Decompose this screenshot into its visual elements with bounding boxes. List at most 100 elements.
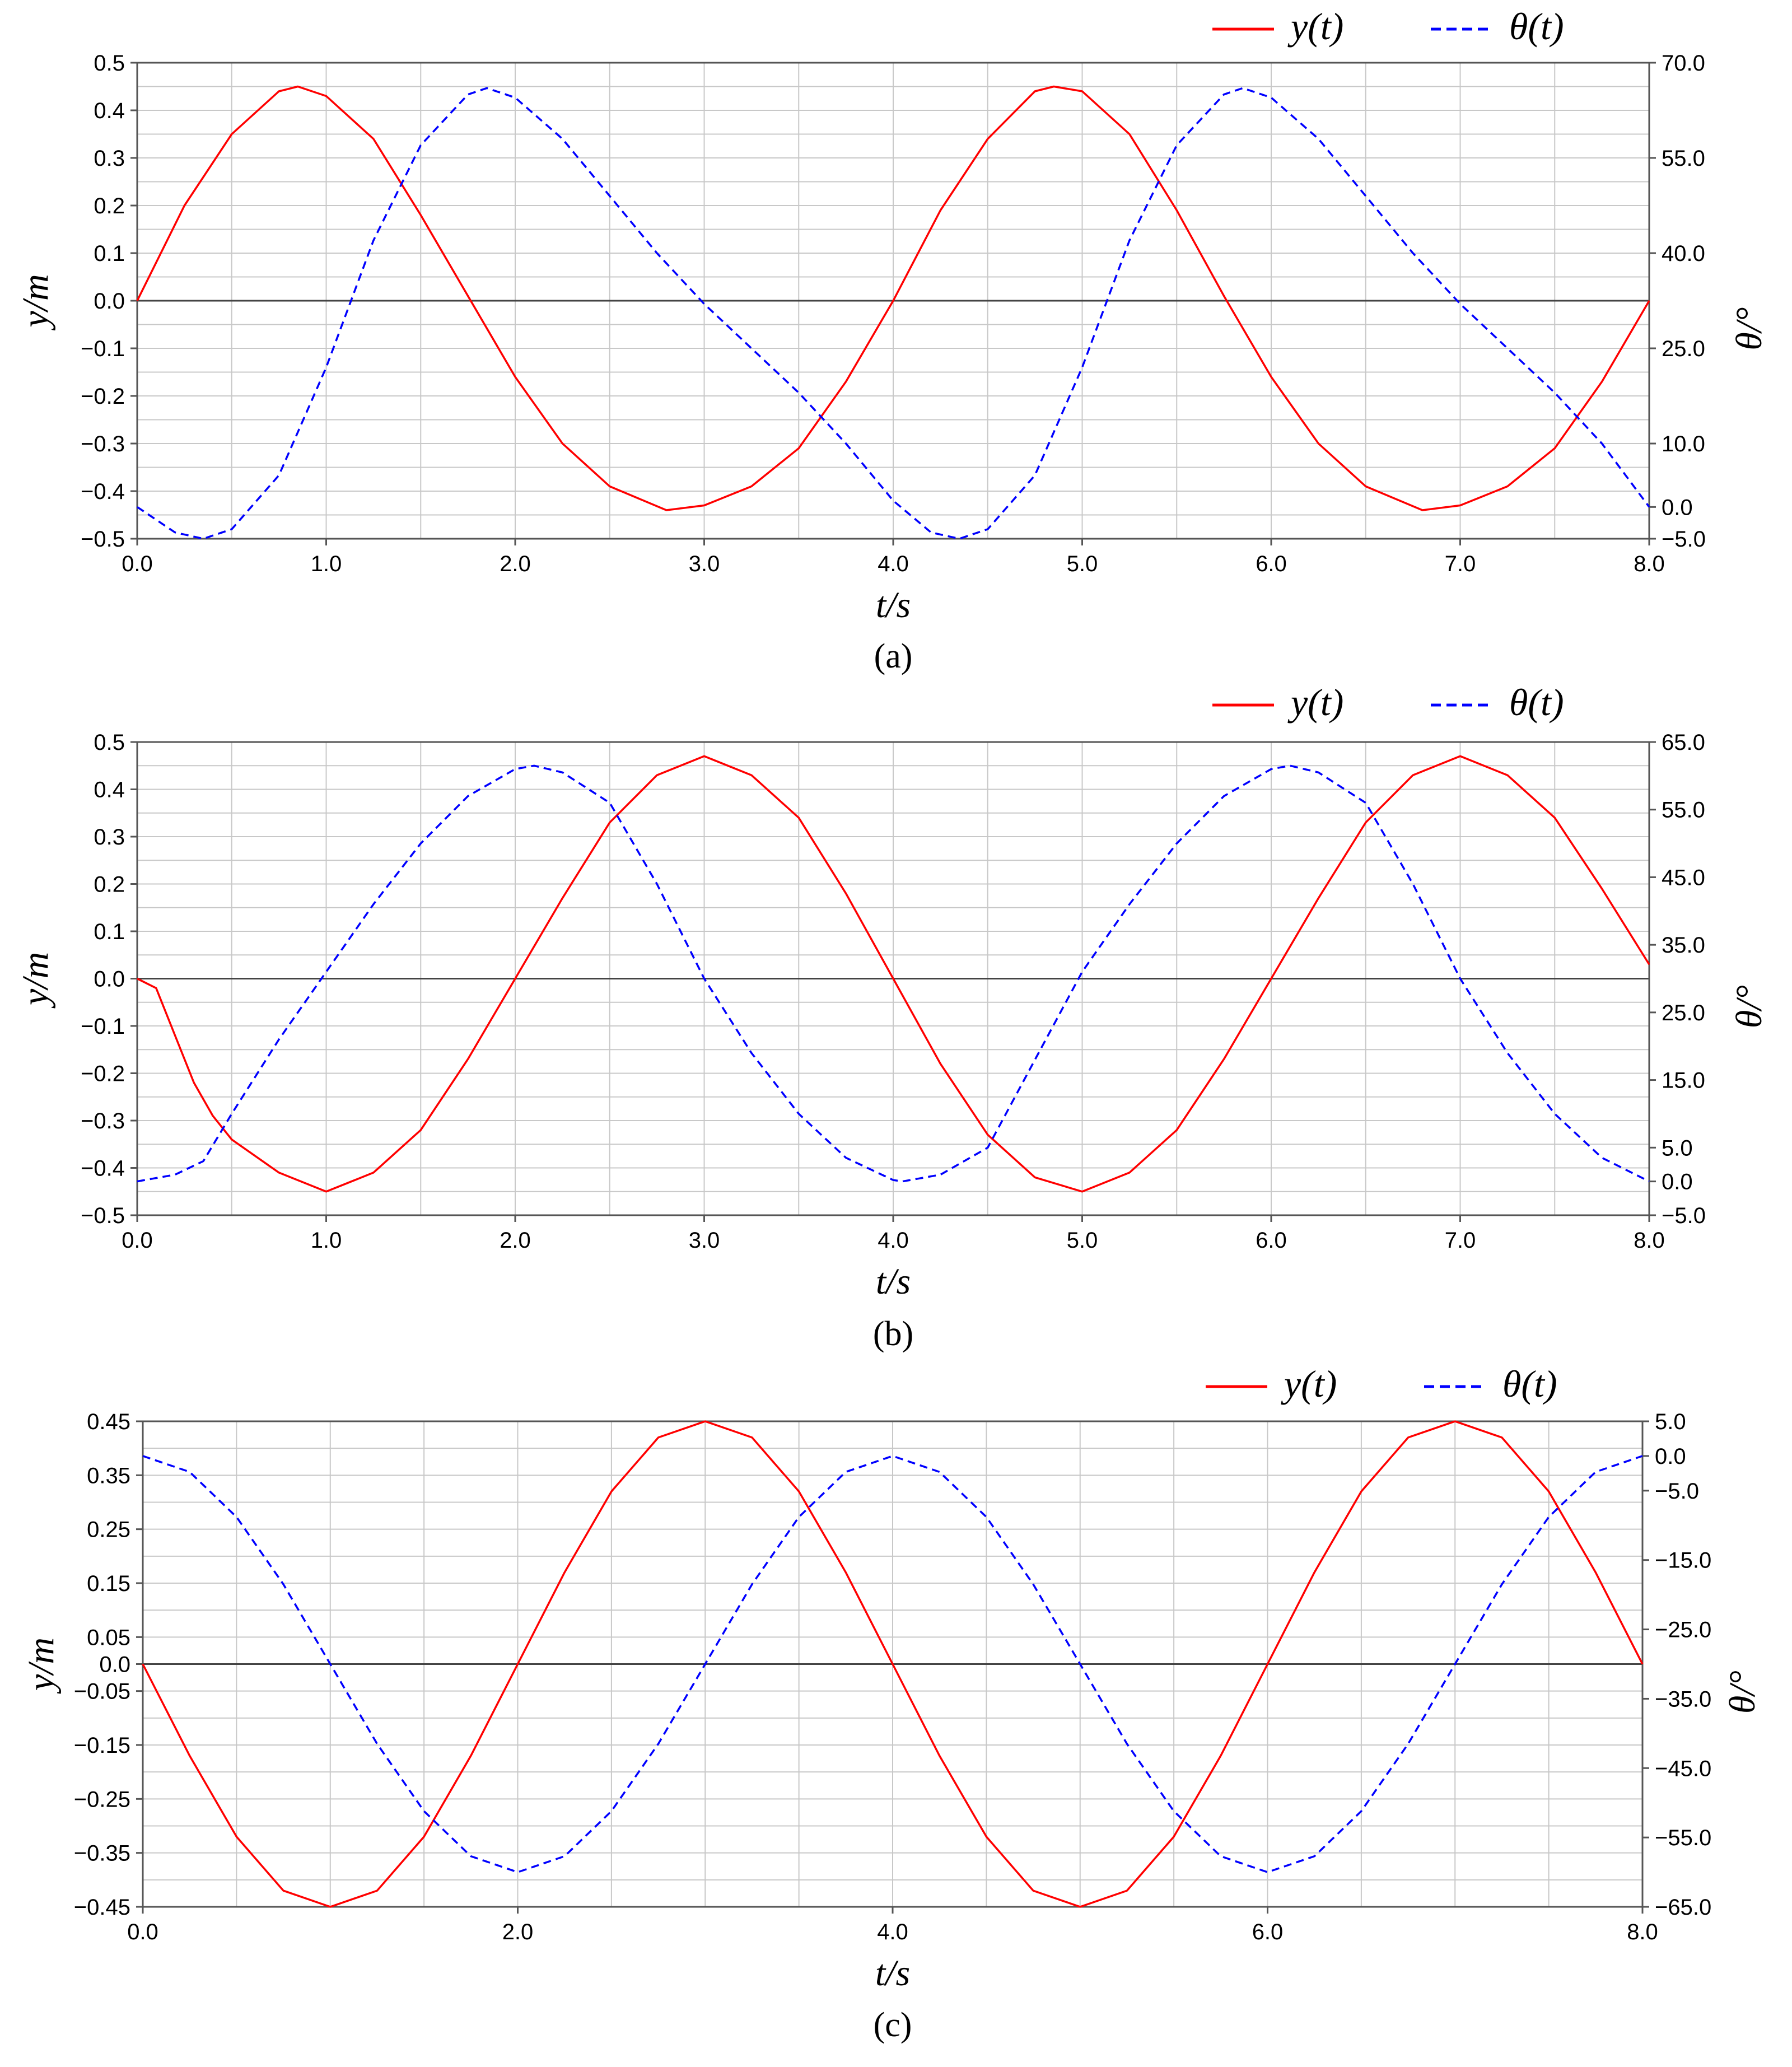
right-y-tick-label: −55.0	[1655, 1826, 1711, 1850]
right-y-tick-label: 65.0	[1662, 730, 1705, 755]
left-y-tick-label: −0.5	[81, 1203, 125, 1228]
left-y-tick-label: 0.1	[94, 241, 125, 266]
x-axis-label: t/s	[876, 585, 911, 626]
left-y-axis-label: y/m	[21, 1637, 62, 1694]
left-y-tick-label: 0.2	[94, 872, 125, 897]
x-tick-label: 6.0	[1256, 1228, 1287, 1253]
left-y-tick-label: −0.1	[81, 1014, 125, 1039]
left-y-tick-label: −0.1	[81, 337, 125, 361]
right-y-tick-label: −15.0	[1655, 1548, 1711, 1573]
right-y-tick-label: −25.0	[1655, 1618, 1711, 1643]
right-y-tick-label: −65.0	[1655, 1895, 1711, 1920]
left-y-tick-label: 0.0	[94, 967, 125, 992]
chart-panel-c: 0.0 2.0 4.0 6.0 8.0 −0.45 −0.35 −0.25 −0.15 −0.05…	[21, 1363, 1763, 2044]
x-axis-label: t/s	[875, 1953, 910, 1994]
right-y-tick-label: −45.0	[1655, 1756, 1711, 1781]
left-y-tick-label: −0.35	[74, 1841, 130, 1866]
left-y-tick-label: 0.3	[94, 825, 125, 850]
panel-caption: (a)	[874, 637, 913, 675]
right-y-tick-label: 5.0	[1655, 1410, 1686, 1434]
left-y-tick-label: 0.3	[94, 146, 125, 171]
right-y-tick-label: 0.0	[1662, 1170, 1693, 1195]
x-tick-label: 1.0	[311, 1228, 342, 1253]
panel-caption: (c)	[874, 2006, 912, 2044]
x-tick-label: 0.0	[127, 1920, 158, 1944]
legend: y(t) θ(t)	[1212, 681, 1564, 724]
x-tick-label: 6.0	[1252, 1920, 1284, 1944]
x-axis-label: t/s	[876, 1261, 911, 1302]
right-y-tick-label: 0.0	[1662, 495, 1693, 520]
x-tick-label: 4.0	[877, 1920, 908, 1944]
series-line-y	[142, 1420, 1644, 1908]
legend-label-theta: θ(t)	[1509, 5, 1564, 48]
left-y-tick-label: −0.25	[74, 1787, 130, 1812]
legend-label-y: y(t)	[1287, 681, 1343, 724]
left-y-tick-label: −0.05	[74, 1679, 130, 1704]
right-y-tick-label: 25.0	[1662, 1001, 1705, 1025]
left-y-tick-label: 0.5	[94, 730, 125, 755]
left-y-tick-label: 0.1	[94, 920, 125, 944]
left-y-tick-label: −0.5	[81, 527, 125, 552]
legend-label-theta: θ(t)	[1509, 681, 1564, 724]
left-y-tick-label: −0.3	[81, 1109, 125, 1133]
left-y-tick-label: 0.2	[94, 194, 125, 218]
left-y-tick-label: −0.45	[74, 1895, 130, 1920]
chart-panel-a: 0.0 1.0 2.0 3.0 4.0 5.0 6.0 7.0 8.0 −0.5 −0.4 −0.3 −…	[15, 5, 1770, 675]
left-y-tick-label: −0.4	[81, 479, 125, 504]
x-tick-label: 3.0	[689, 1228, 720, 1253]
x-tick-label: 5.0	[1067, 1228, 1098, 1253]
x-tick-label: 5.0	[1067, 552, 1098, 576]
x-tick-label: 1.0	[311, 552, 342, 576]
right-y-tick-label: 10.0	[1662, 432, 1705, 456]
right-y-tick-label: −5.0	[1655, 1479, 1699, 1504]
right-y-tick-label: 40.0	[1662, 241, 1705, 266]
right-y-tick-label: 70.0	[1662, 51, 1705, 76]
right-y-tick-label: 35.0	[1662, 933, 1705, 958]
left-y-tick-label: −0.15	[74, 1733, 130, 1758]
legend-label-theta: θ(t)	[1502, 1363, 1557, 1405]
right-y-tick-label: 55.0	[1662, 798, 1705, 823]
right-y-axis-label: θ/°	[1722, 1671, 1763, 1714]
left-y-tick-label: 0.0	[94, 289, 125, 314]
left-y-tick-label: −0.2	[81, 384, 125, 409]
x-tick-label: 7.0	[1445, 1228, 1476, 1253]
x-tick-label: 6.0	[1256, 552, 1287, 576]
left-y-tick-label: 0.4	[94, 99, 125, 123]
x-tick-label: 2.0	[502, 1920, 534, 1944]
right-y-tick-label: 55.0	[1662, 146, 1705, 171]
x-tick-label: 2.0	[500, 552, 531, 576]
x-tick-label: 0.0	[122, 552, 153, 576]
series-line-y	[136, 85, 1650, 511]
x-tick-label: 8.0	[1627, 1920, 1658, 1944]
panel-caption: (b)	[873, 1315, 913, 1353]
right-y-tick-label: 0.0	[1655, 1444, 1686, 1469]
x-tick-label: 0.0	[122, 1228, 153, 1253]
left-y-tick-label: 0.5	[94, 51, 125, 76]
series-line-theta	[137, 87, 1650, 540]
x-tick-label: 4.0	[878, 1228, 909, 1253]
left-y-tick-label: 0.4	[94, 778, 125, 802]
left-y-tick-label: 0.05	[87, 1625, 130, 1650]
left-y-tick-label: 0.25	[87, 1518, 130, 1542]
left-y-tick-label: 0.0	[99, 1653, 130, 1677]
left-y-tick-label: −0.3	[81, 432, 125, 456]
right-y-tick-label: 25.0	[1662, 337, 1705, 361]
chart-panel-b: 0.0 1.0 2.0 3.0 4.0 5.0 6.0 7.0 8.0 −0.5 −0.4 −0.3 −…	[15, 681, 1770, 1353]
legend: y(t) θ(t)	[1206, 1363, 1557, 1405]
legend-label-y: y(t)	[1281, 1363, 1337, 1405]
right-y-axis-label: θ/°	[1729, 985, 1770, 1028]
left-y-tick-label: 0.35	[87, 1463, 130, 1488]
right-y-tick-label: −35.0	[1655, 1687, 1711, 1711]
left-y-tick-label: 0.45	[87, 1410, 130, 1434]
right-y-axis-label: θ/°	[1729, 307, 1770, 350]
x-tick-label: 7.0	[1445, 552, 1476, 576]
right-y-tick-label: −5.0	[1662, 1203, 1706, 1228]
legend-label-y: y(t)	[1287, 5, 1343, 48]
legend: y(t) θ(t)	[1212, 5, 1564, 48]
x-tick-label: 2.0	[500, 1228, 531, 1253]
right-y-tick-label: 15.0	[1662, 1069, 1705, 1093]
right-y-tick-label: 5.0	[1662, 1136, 1693, 1160]
x-tick-label: 4.0	[878, 552, 909, 576]
